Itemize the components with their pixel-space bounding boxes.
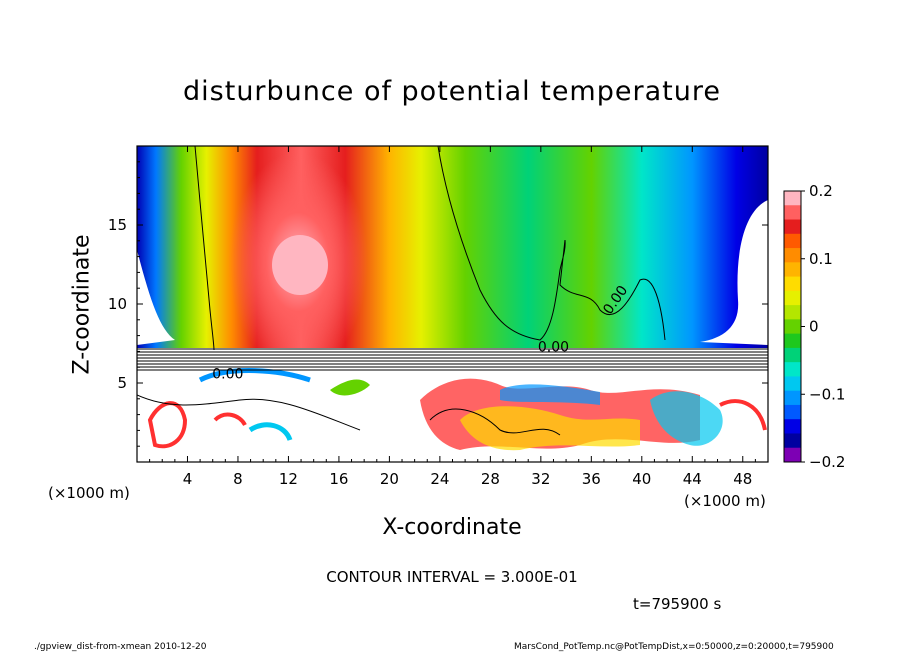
field-layer xyxy=(137,146,768,462)
time-label: t=795900 s xyxy=(633,595,722,613)
colorbar-swatch xyxy=(784,376,801,392)
colorbar-swatch xyxy=(784,276,801,292)
colorbar-tick-label: 0 xyxy=(809,318,819,336)
x-tick-label: 12 xyxy=(279,470,298,488)
colorbar-swatch xyxy=(784,248,801,263)
x-tick-label: 40 xyxy=(632,470,651,488)
colorbar-swatch xyxy=(784,433,801,449)
x-tick-label: 32 xyxy=(531,470,550,488)
colorbar-swatch xyxy=(784,305,801,320)
x-tick-label: 24 xyxy=(430,470,449,488)
colorbar-swatch xyxy=(784,262,801,278)
x-tick-label: 16 xyxy=(329,470,348,488)
colorbar-tick-label: 0.1 xyxy=(809,250,833,268)
x-axis: 4 8 12 16 20 24 28 32 36 40 44 48 xyxy=(149,146,756,488)
colorbar-swatch xyxy=(784,233,801,249)
y-tick-label: 5 xyxy=(117,374,127,392)
colorbar-swatch xyxy=(784,362,801,377)
x-tick-label: 48 xyxy=(733,470,752,488)
footer-right-text: MarsCond_PotTemp.nc@PotTempDist,x=0:5000… xyxy=(514,642,834,652)
colorbar-swatch xyxy=(784,447,801,463)
colorbar-swatch xyxy=(784,404,801,420)
x-tick-label: 44 xyxy=(683,470,702,488)
colorbar-swatch xyxy=(784,191,801,206)
colorbar-tick-label: 0.2 xyxy=(809,182,833,200)
contour-interval-label: CONTOUR INTERVAL = 3.000E-01 xyxy=(326,568,578,586)
y-tick-label: 15 xyxy=(108,216,127,234)
colorbar-swatch xyxy=(784,419,801,434)
colorbar-tick-label: −0.1 xyxy=(809,385,845,403)
colorbar-swatch xyxy=(784,319,801,335)
x-tick-label: 36 xyxy=(582,470,601,488)
x-unit-label-left: (×1000 m) xyxy=(48,484,130,502)
y-axis: 5 10 15 xyxy=(108,161,768,447)
y-axis-label: Z-coordinate xyxy=(69,234,95,375)
colorbar-swatch xyxy=(784,290,801,306)
colorbar-tick-label: −0.2 xyxy=(809,453,845,471)
x-axis-label: X-coordinate xyxy=(382,515,522,540)
colorbar-swatch xyxy=(784,205,801,221)
contour-label: 0.00 xyxy=(538,339,569,355)
footer-left-text: ./gpview_dist-from-xmean 2010-12-20 xyxy=(34,642,207,652)
colorbar-swatch xyxy=(784,390,801,406)
chart-title: disturbunce of potential temperature xyxy=(183,76,721,107)
x-tick-label: 20 xyxy=(380,470,399,488)
colorbar-swatch xyxy=(784,333,801,349)
colorbar-swatch xyxy=(784,347,801,363)
y-tick-label: 10 xyxy=(108,295,127,313)
x-unit-label-right: (×1000 m) xyxy=(684,492,766,510)
contour-label: 0.00 xyxy=(212,366,243,382)
x-tick-label: 28 xyxy=(481,470,500,488)
x-tick-label: 4 xyxy=(183,470,193,488)
colorbar: 0.2 0.1 0 −0.1 −0.2 xyxy=(783,182,845,471)
x-tick-label: 8 xyxy=(233,470,243,488)
colorbar-swatch xyxy=(784,219,801,235)
